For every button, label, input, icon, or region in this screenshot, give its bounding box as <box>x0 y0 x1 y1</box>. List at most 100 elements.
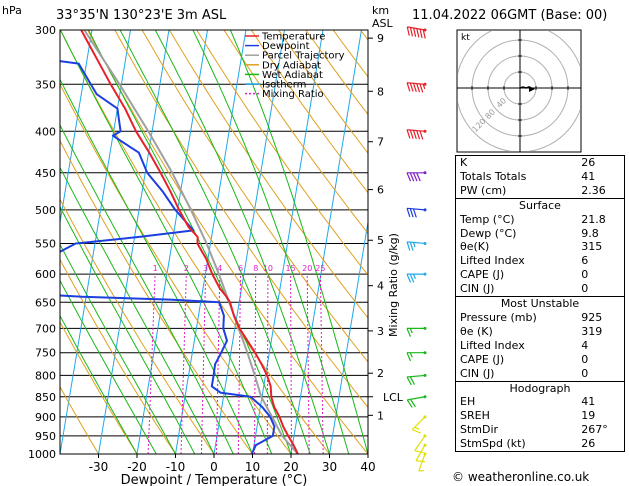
section-title: Most Unstable <box>456 296 624 311</box>
barb-dot <box>423 28 427 32</box>
barb-staff <box>407 241 426 245</box>
wind-barb <box>406 326 427 337</box>
barb-dot <box>423 208 427 212</box>
wind-barb <box>406 373 427 386</box>
barb-feather <box>419 130 424 140</box>
index-label: StmDir <box>460 423 499 437</box>
isotherm <box>213 30 285 454</box>
indices-row: K 26 <box>456 156 624 170</box>
lcl-label: LCL <box>383 391 404 404</box>
dry-adiabat <box>196 30 368 276</box>
barb-feather <box>416 28 420 38</box>
barb-staff <box>407 207 426 211</box>
index-label: PW (cm) <box>460 183 507 197</box>
barb-staff <box>407 374 426 378</box>
wet-adiabat <box>60 78 253 454</box>
wind-barb <box>406 207 427 218</box>
index-label: Dewp (°C) <box>460 226 517 240</box>
dry-adiabat <box>223 30 368 235</box>
hodograph-kt-label: kt <box>461 33 470 43</box>
barb-dot <box>423 395 427 399</box>
barb-feather <box>409 241 414 251</box>
stability-indices-panel: K 26 Totals Totals 41 PW (cm) 2.36 Surface Temp… <box>455 155 625 453</box>
indices-row: θe(K) 315 <box>456 240 624 254</box>
indices-row: CAPE (J) 0 <box>456 268 624 282</box>
pressure-tick-label: 700 <box>35 322 56 335</box>
legend-label: Temperature <box>261 32 325 43</box>
dewpoint-line <box>60 60 276 454</box>
barb-feather <box>412 429 421 434</box>
index-value: 26 <box>581 437 596 451</box>
mixing-ratio-label: 1 <box>153 264 158 273</box>
mixing-ratio-line <box>200 274 207 454</box>
temp-tick-label: 30 <box>322 460 337 474</box>
wind-barb <box>406 129 427 140</box>
wet-adiabat <box>88 30 292 454</box>
index-label: StmSpd (kt) <box>460 437 526 451</box>
indices-row: EH 41 <box>456 395 624 409</box>
index-value: 21.8 <box>581 212 606 226</box>
barb-dot <box>423 171 427 175</box>
index-label: CAPE (J) <box>460 352 505 366</box>
mixing-ratio-label: 10 <box>263 264 273 273</box>
km-tick-label: 8 <box>377 85 384 98</box>
index-label: θe (K) <box>460 324 493 338</box>
dry-adiabat <box>60 258 176 454</box>
wet-adiabat <box>60 314 138 454</box>
mixing-ratio-label: 3 <box>203 264 208 273</box>
wind-barb <box>406 82 427 93</box>
barb-feather <box>406 26 410 36</box>
barb-feather <box>412 208 417 218</box>
barb-feather <box>409 172 415 182</box>
x-axis-label: Dewpoint / Temperature (°C) <box>121 473 308 486</box>
barb-dot <box>423 443 427 447</box>
barb-feather <box>412 242 416 248</box>
index-value: 9.8 <box>581 226 599 240</box>
index-label: Lifted Index <box>460 338 525 352</box>
indices-row: StmSpd (kt) 26 <box>456 437 624 451</box>
indices-row: CIN (J) 0 <box>456 367 624 381</box>
temp-tick-label: 20 <box>283 460 298 474</box>
index-value: 6 <box>581 254 589 268</box>
km-tick-label: 6 <box>377 184 384 197</box>
pressure-tick-label: 650 <box>35 296 56 309</box>
index-value: 2.36 <box>581 183 606 197</box>
barb-staff <box>415 444 426 461</box>
legend-label: Parcel Trajectory <box>262 51 345 62</box>
barb-feather <box>406 241 411 251</box>
wind-barb <box>418 452 427 472</box>
barb-feather <box>406 352 412 362</box>
wet-adiabat <box>192 30 350 454</box>
index-value: 319 <box>581 324 603 338</box>
pressure-tick-label: 300 <box>35 24 56 37</box>
dry-adiabat <box>60 320 138 454</box>
barb-feather <box>409 82 414 92</box>
index-value: 0 <box>581 268 589 282</box>
copyright: © weatheronline.co.uk <box>452 470 590 484</box>
wind-barb <box>406 171 427 182</box>
barb-feather <box>414 426 420 430</box>
wind-barb <box>411 415 427 434</box>
mixing-ratio-line <box>254 274 257 454</box>
km-tick-label: 2 <box>377 367 384 380</box>
temp-tick-label: 0 <box>210 460 218 474</box>
barb-feather <box>409 399 416 408</box>
indices-section-title: Surface <box>456 197 624 213</box>
barb-feather <box>422 83 426 90</box>
index-value: 0 <box>581 352 589 366</box>
barb-feather <box>409 376 416 385</box>
barb-dot <box>423 415 427 419</box>
mixing-ratio-line <box>266 274 269 454</box>
barb-feather <box>406 82 411 92</box>
mixing-ratio-label: 15 <box>285 264 295 273</box>
wet-adiabat <box>119 30 311 454</box>
index-label: EH <box>460 395 476 409</box>
mixing-ratio-line <box>237 274 241 454</box>
barb-feather <box>409 328 413 334</box>
barb-feather <box>412 172 418 182</box>
barb-feather <box>412 130 417 140</box>
pressure-tick-label: 800 <box>35 369 56 382</box>
barb-dot <box>423 373 427 377</box>
dry-adiabat <box>60 139 253 454</box>
